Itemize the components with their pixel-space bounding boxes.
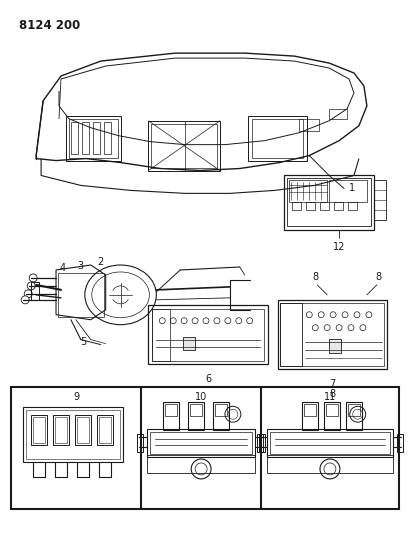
Bar bbox=[301, 402, 317, 430]
Bar bbox=[151, 124, 216, 167]
Bar bbox=[165, 404, 177, 416]
Bar bbox=[103, 122, 110, 154]
Bar bbox=[251, 119, 303, 158]
Text: 10: 10 bbox=[195, 392, 207, 402]
Bar bbox=[183, 337, 195, 350]
Text: 8: 8 bbox=[311, 272, 317, 282]
Bar bbox=[71, 122, 78, 154]
Bar bbox=[347, 203, 356, 211]
Bar bbox=[280, 303, 383, 367]
Circle shape bbox=[21, 296, 29, 304]
Bar bbox=[256, 434, 263, 452]
Bar bbox=[258, 434, 265, 452]
Bar bbox=[306, 203, 315, 211]
Text: 6: 6 bbox=[204, 375, 211, 384]
Bar bbox=[333, 203, 342, 211]
Bar bbox=[26, 410, 119, 459]
Bar bbox=[150, 432, 252, 454]
Bar bbox=[345, 402, 361, 430]
Circle shape bbox=[24, 290, 32, 298]
Text: 12: 12 bbox=[332, 242, 344, 252]
Text: 9: 9 bbox=[73, 392, 79, 402]
Bar bbox=[97, 415, 112, 445]
Bar bbox=[82, 122, 89, 154]
Text: 3: 3 bbox=[78, 261, 84, 271]
Bar bbox=[303, 404, 315, 416]
Bar bbox=[328, 109, 346, 119]
Bar bbox=[267, 455, 392, 473]
Text: 8: 8 bbox=[328, 389, 335, 399]
Text: 5: 5 bbox=[79, 337, 86, 346]
Bar bbox=[58, 273, 103, 317]
Bar bbox=[299, 119, 319, 131]
Circle shape bbox=[29, 274, 37, 282]
Bar bbox=[148, 305, 267, 365]
Text: 2: 2 bbox=[97, 257, 103, 267]
Bar bbox=[289, 181, 326, 203]
Text: 8124 200: 8124 200 bbox=[19, 19, 80, 33]
Bar bbox=[284, 175, 373, 230]
Bar bbox=[148, 121, 219, 171]
Bar bbox=[247, 116, 307, 160]
Bar bbox=[287, 179, 370, 226]
Bar bbox=[147, 455, 254, 473]
Bar bbox=[66, 116, 120, 160]
Bar bbox=[31, 282, 39, 300]
Text: 11: 11 bbox=[323, 392, 335, 402]
Bar bbox=[53, 415, 69, 445]
Bar bbox=[31, 415, 47, 445]
Bar bbox=[23, 407, 122, 462]
Bar bbox=[328, 181, 366, 203]
Text: 4: 4 bbox=[60, 263, 66, 273]
Bar bbox=[147, 429, 254, 457]
Bar bbox=[75, 415, 90, 445]
Bar bbox=[76, 417, 89, 443]
Bar bbox=[163, 402, 179, 430]
Text: 1: 1 bbox=[348, 183, 354, 193]
Bar bbox=[214, 404, 227, 416]
Bar bbox=[270, 432, 389, 454]
Bar bbox=[92, 122, 99, 154]
Circle shape bbox=[27, 282, 35, 290]
Bar bbox=[188, 402, 204, 430]
Bar bbox=[277, 300, 386, 369]
Bar bbox=[213, 402, 228, 430]
Bar bbox=[152, 309, 263, 360]
Bar bbox=[69, 119, 117, 158]
Bar bbox=[190, 404, 202, 416]
Bar bbox=[319, 203, 328, 211]
Bar bbox=[396, 434, 402, 452]
Bar bbox=[33, 417, 45, 443]
Bar bbox=[267, 429, 392, 457]
Text: 7: 7 bbox=[328, 379, 335, 390]
Bar bbox=[323, 402, 339, 430]
Bar bbox=[328, 338, 340, 352]
Bar bbox=[99, 417, 110, 443]
Bar bbox=[152, 309, 170, 360]
Bar bbox=[55, 417, 67, 443]
Bar bbox=[292, 203, 301, 211]
Bar bbox=[373, 181, 385, 220]
Bar bbox=[137, 434, 143, 452]
Bar bbox=[347, 404, 359, 416]
Text: 8: 8 bbox=[375, 272, 381, 282]
Bar bbox=[325, 404, 337, 416]
Bar bbox=[280, 303, 301, 367]
Bar bbox=[11, 387, 398, 508]
